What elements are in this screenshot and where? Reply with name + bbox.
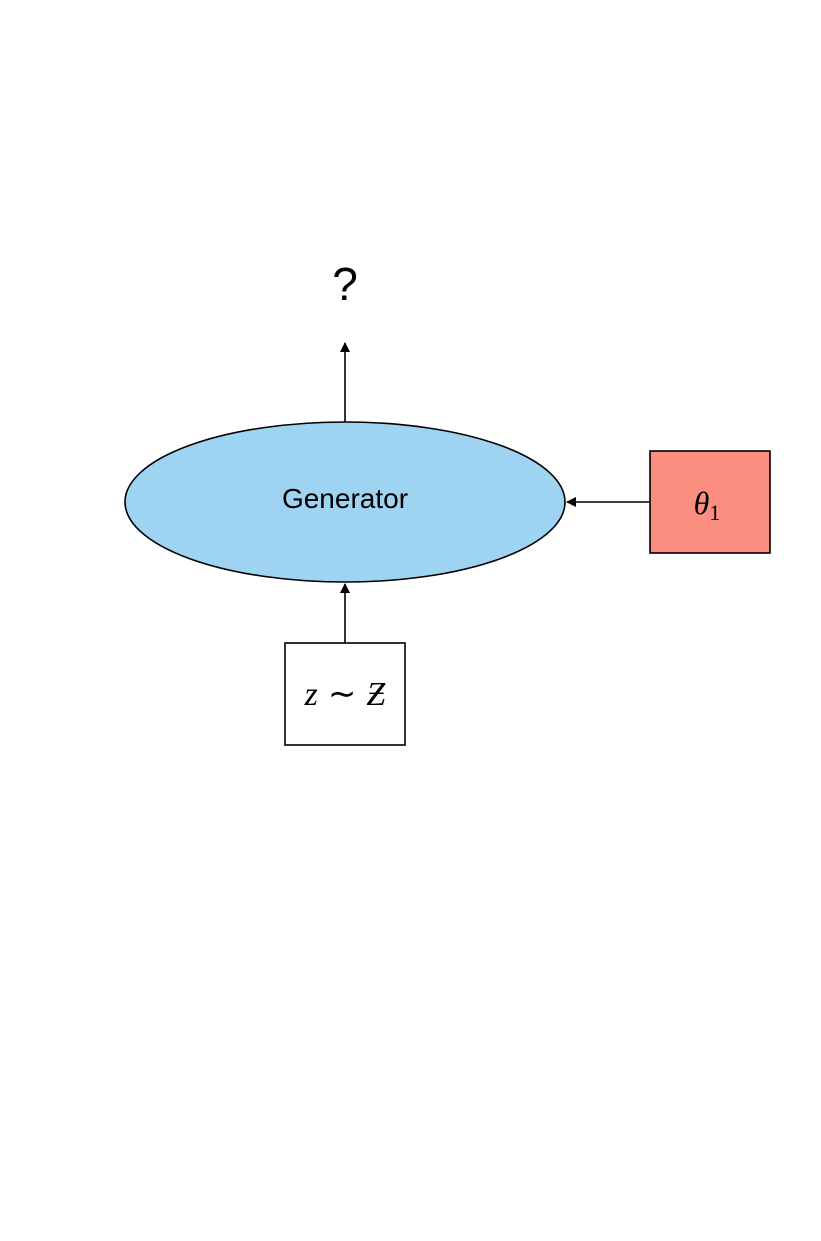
noise-relation: ∼ — [328, 676, 357, 713]
param-symbol: θ — [694, 485, 710, 521]
noise-variable: z — [304, 676, 318, 713]
noise-distribution: Ƶ — [366, 676, 386, 713]
param-box: θ1 — [649, 450, 771, 554]
noise-label: z ∼ Ƶ — [304, 676, 387, 713]
generator-node: Generator — [124, 421, 566, 583]
param-label: θ1 — [694, 485, 721, 525]
param-rect — [649, 450, 771, 554]
noise-rect — [284, 642, 406, 746]
generator-label: Generator — [282, 483, 408, 514]
noise-box: z ∼ Ƶ — [284, 642, 406, 746]
generator-ellipse — [124, 421, 566, 583]
output-label: ? — [332, 258, 358, 310]
param-subscript: 1 — [709, 500, 720, 525]
